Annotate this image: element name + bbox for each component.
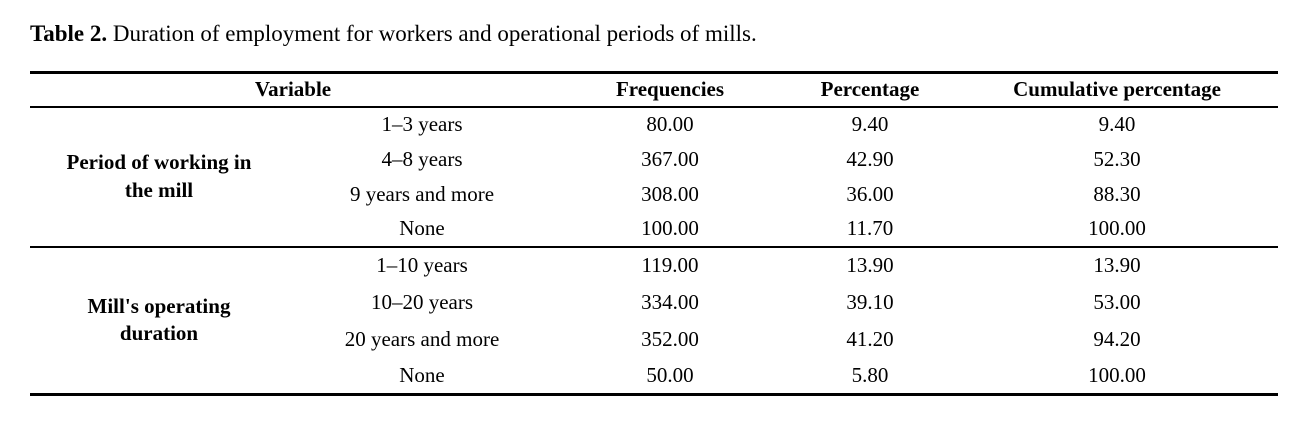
- frequency-cell: 334.00: [641, 289, 699, 314]
- cumulative-cell: 88.30: [1093, 181, 1141, 206]
- col-header-cumulative-percentage: Cumulative percentage: [1013, 77, 1221, 102]
- category-cell: None: [399, 362, 445, 387]
- percentage-cell: 11.70: [846, 216, 894, 240]
- percentage-cell: 42.90: [846, 146, 894, 171]
- percentage-cell: 5.80: [851, 362, 889, 387]
- cumulative-cell: 100.00: [1088, 362, 1146, 387]
- cumulative-cell: 94.20: [1093, 326, 1141, 351]
- cumulative-cell: 13.90: [1093, 253, 1141, 277]
- cumulative-cell: 52.30: [1093, 146, 1141, 171]
- category-cell: 1–10 years: [376, 253, 468, 277]
- frequency-cell: 352.00: [641, 326, 699, 351]
- group-label: Period of working in the mill: [66, 150, 252, 202]
- table-row: None 100.00 11.70 100.00: [30, 212, 1278, 247]
- caption-text: Duration of employment for workers and o…: [112, 21, 757, 46]
- cumulative-cell: 53.00: [1093, 289, 1141, 314]
- percentage-cell: 13.90: [846, 253, 894, 277]
- frequency-cell: 119.00: [641, 253, 699, 277]
- col-header-variable: Variable: [254, 77, 332, 102]
- table-row: Period of working in the mill 1–3 years …: [30, 107, 1278, 202]
- frequency-cell: 100.00: [641, 216, 699, 240]
- category-cell: 4–8 years: [381, 146, 463, 171]
- percentage-cell: 36.00: [846, 181, 894, 206]
- category-cell: 9 years and more: [349, 181, 495, 206]
- percentage-cell: 9.40: [851, 112, 889, 136]
- cumulative-cell: 100.00: [1088, 216, 1146, 240]
- category-cell: 1–3 years: [381, 112, 463, 136]
- category-cell: 20 years and more: [344, 326, 500, 351]
- frequency-cell: 80.00: [646, 112, 694, 136]
- frequency-cell: 367.00: [641, 146, 699, 171]
- group-label: Mill's operating duration: [87, 293, 231, 346]
- col-header-frequencies: Frequencies: [615, 77, 725, 102]
- category-cell: None: [399, 216, 445, 240]
- table-row: 10–20 years 334.00 39.10 53.00: [30, 284, 1278, 321]
- frequency-cell: 50.00: [646, 362, 694, 387]
- category-cell: 10–20 years: [370, 289, 474, 314]
- table-row: Mill's operating duration 1–10 years 119…: [30, 247, 1278, 345]
- percentage-cell: 41.20: [846, 326, 894, 351]
- frequency-cell: 308.00: [641, 181, 699, 206]
- header-row: Variable Frequencies Percentage Cumulati…: [30, 73, 1279, 107]
- group-period-of-working-in-the-mill: Period of working in the mill 1–3 years …: [30, 107, 1279, 247]
- caption-label: Table 2.: [30, 21, 108, 46]
- data-table: Variable Frequencies Percentage Cumulati…: [30, 71, 1279, 396]
- table-row: 4–8 years 367.00 42.90 52.30: [30, 142, 1278, 177]
- cumulative-cell: 9.40: [1098, 112, 1136, 136]
- percentage-cell: 39.10: [846, 289, 894, 314]
- table-row: 20 years and more 352.00 41.20 94.20: [30, 321, 1278, 358]
- table-caption: Table 2. Duration of employment for work…: [30, 20, 757, 48]
- group-mills-operating-duration: Mill's operating duration 1–10 years 119…: [30, 247, 1278, 395]
- col-header-percentage: Percentage: [820, 77, 920, 102]
- table-row: None 50.00 5.80 100.00: [30, 358, 1278, 395]
- table-row: 9 years and more 308.00 36.00 88.30: [30, 177, 1278, 212]
